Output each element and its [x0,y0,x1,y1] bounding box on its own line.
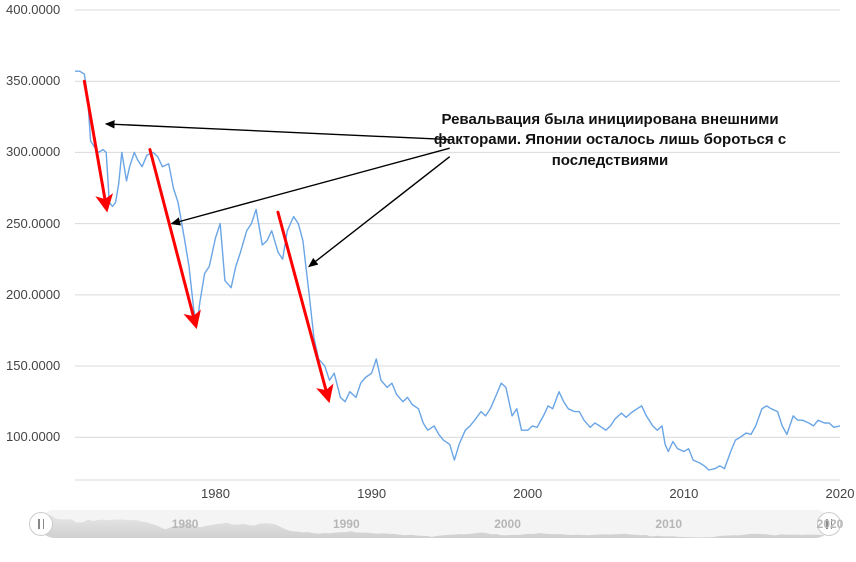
y-tick-label: 100.0000 [6,429,60,444]
chart-svg [0,0,856,562]
annotation-line: Ревальвация была инициирована внешними [441,111,778,128]
y-tick-label: 300.0000 [6,144,60,159]
minimap-svg [40,510,830,538]
range-minimap[interactable]: 1980 1990 2000 2010 2020 [40,510,830,538]
y-tick-label: 350.0000 [6,73,60,88]
annotation-line: последствиями [552,152,669,169]
minimap-tick-label: 2010 [655,517,682,531]
minimap-tick-label: 1990 [333,517,360,531]
y-tick-label: 250.0000 [6,216,60,231]
annotation-text: Ревальвация была инициирована внешними ф… [395,110,825,171]
x-tick-label: 1980 [201,486,230,501]
x-tick-label: 2000 [513,486,542,501]
x-tick-label: 1990 [357,486,386,501]
minimap-tick-label: 2000 [494,517,521,531]
y-tick-label: 200.0000 [6,287,60,302]
annotation-line: факторами. Японии осталось лишь бороться… [434,131,786,148]
y-tick-label: 400.0000 [6,2,60,17]
minimap-tick-label: 1980 [172,517,199,531]
y-tick-label: 150.0000 [6,358,60,373]
range-handle-left[interactable] [29,512,53,536]
minimap-tick-label: 2020 [817,517,844,531]
chart-container: 100.0000 150.0000 200.0000 250.0000 300.… [0,0,856,562]
x-tick-label: 2010 [669,486,698,501]
x-tick-label: 2020 [826,486,855,501]
